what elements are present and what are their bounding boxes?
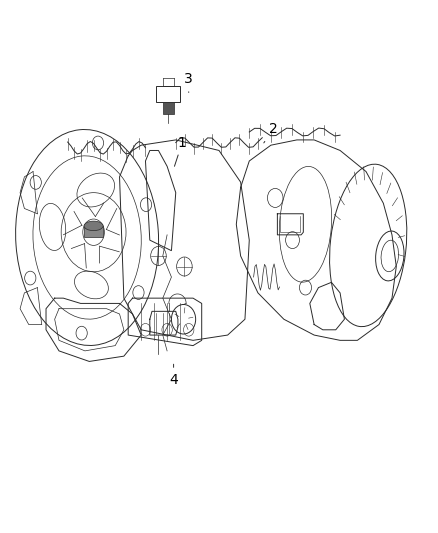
Bar xyxy=(156,86,180,102)
Text: 2: 2 xyxy=(264,123,277,143)
Text: 4: 4 xyxy=(169,364,178,387)
Text: 1: 1 xyxy=(174,135,187,166)
Bar xyxy=(84,226,103,238)
Ellipse shape xyxy=(84,221,103,231)
Text: 3: 3 xyxy=(184,72,193,92)
Bar xyxy=(163,102,173,114)
